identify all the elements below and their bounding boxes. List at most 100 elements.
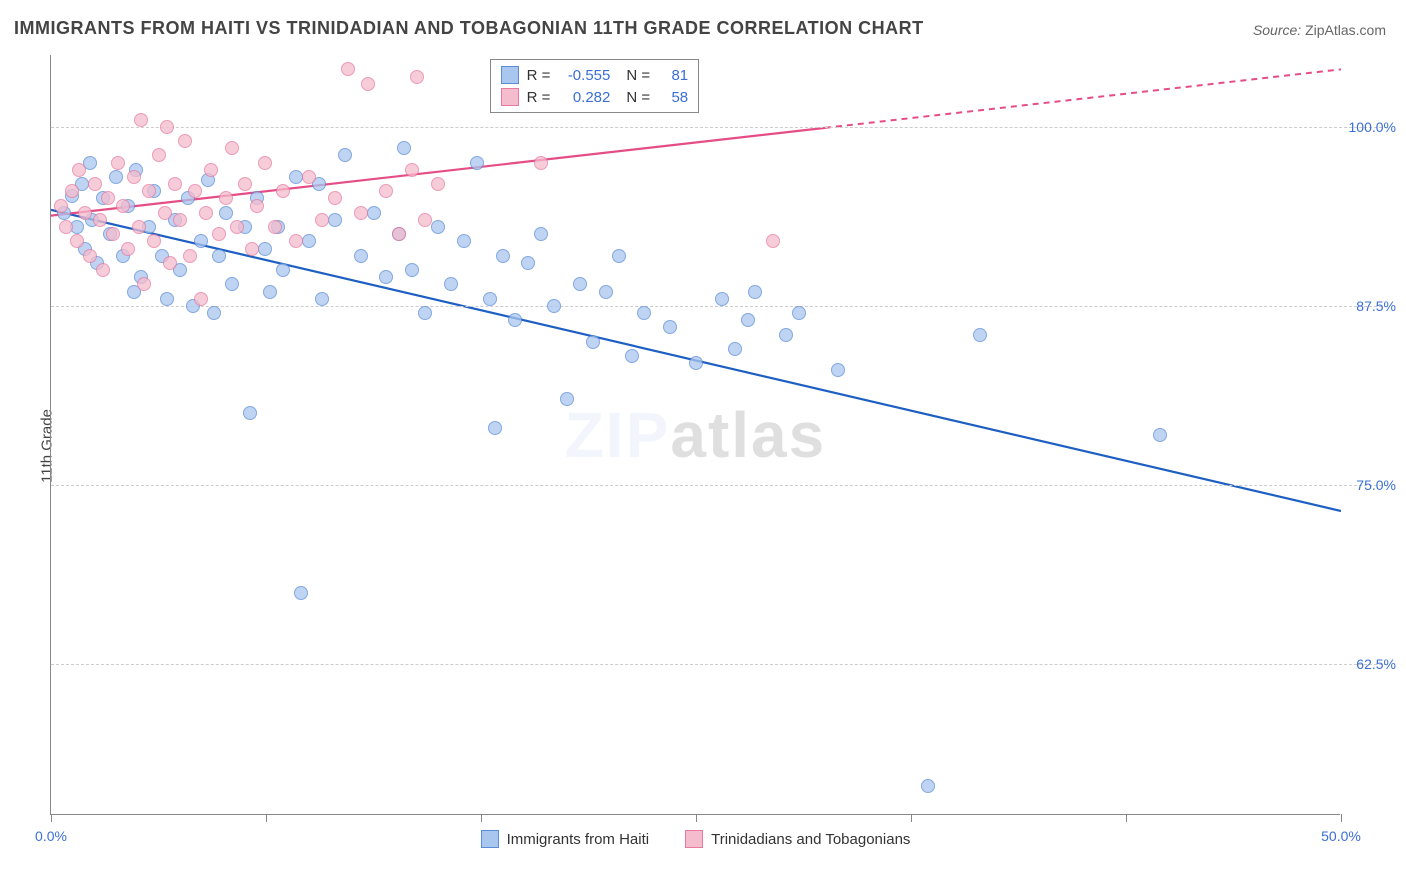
data-point [219,191,233,205]
data-point [315,292,329,306]
legend-swatch [481,830,499,848]
x-tick-label: 50.0% [1321,828,1361,844]
x-tick [481,814,482,822]
data-point [158,206,172,220]
x-tick [1341,814,1342,822]
data-point [328,213,342,227]
data-point [418,213,432,227]
chart-title: IMMIGRANTS FROM HAITI VS TRINIDADIAN AND… [14,18,924,39]
data-point [83,249,97,263]
data-point [59,220,73,234]
data-point [766,234,780,248]
x-tick [911,814,912,822]
data-point [168,177,182,191]
data-point [663,320,677,334]
legend-item: Immigrants from Haiti [481,830,650,848]
data-point [137,277,151,291]
data-point [276,184,290,198]
data-point [207,306,221,320]
data-point [573,277,587,291]
data-point [160,292,174,306]
data-point [338,148,352,162]
data-point [258,242,272,256]
data-point [508,313,522,327]
watermark-part-a: ZIP [565,399,671,471]
data-point [302,170,316,184]
data-point [134,113,148,127]
data-point [302,234,316,248]
data-point [132,220,146,234]
data-point [361,77,375,91]
legend-n-label: N = [626,89,650,106]
data-point [93,213,107,227]
data-point [238,177,252,191]
data-point [431,220,445,234]
data-point [294,586,308,600]
data-point [230,220,244,234]
scatter-plot-area: ZIPatlas R =-0.555N =81R =0.282N =58 Imm… [50,55,1340,815]
data-point [431,177,445,191]
data-point [289,170,303,184]
data-point [160,120,174,134]
data-point [354,206,368,220]
data-point [728,342,742,356]
legend-swatch [501,88,519,106]
data-point [54,199,68,213]
data-point [219,206,233,220]
data-point [534,227,548,241]
legend-label: Immigrants from Haiti [507,831,650,848]
y-tick-label: 62.5% [1344,656,1396,672]
y-tick-label: 75.0% [1344,477,1396,493]
data-point [199,206,213,220]
data-point [88,177,102,191]
data-point [379,270,393,284]
data-point [488,421,502,435]
data-point [121,242,135,256]
data-point [405,163,419,177]
legend-r-value: 0.282 [558,89,610,106]
data-point [1153,428,1167,442]
grid-line-h [51,127,1387,128]
data-point [367,206,381,220]
data-point [715,292,729,306]
data-point [921,779,935,793]
data-point [212,227,226,241]
data-point [444,277,458,291]
data-point [276,263,290,277]
watermark: ZIPatlas [565,398,826,472]
data-point [586,335,600,349]
y-tick-label: 100.0% [1344,119,1396,135]
x-tick-label: 0.0% [35,828,67,844]
data-point [315,213,329,227]
data-point [72,163,86,177]
source-attribution: Source: ZipAtlas.com [1253,22,1386,38]
grid-line-h [51,664,1387,665]
legend-item: Trinidadians and Tobagonians [685,830,910,848]
data-point [188,184,202,198]
data-point [612,249,626,263]
grid-line-h [51,485,1387,486]
data-point [328,191,342,205]
legend-n-label: N = [626,67,650,84]
x-tick [266,814,267,822]
data-point [268,220,282,234]
data-point [178,134,192,148]
data-point [599,285,613,299]
data-point [418,306,432,320]
data-point [457,234,471,248]
source-label: Source: [1253,22,1301,38]
data-point [792,306,806,320]
data-point [547,299,561,313]
data-point [96,263,110,277]
data-point [111,156,125,170]
trend-line-solid [51,128,825,216]
legend-n-value: 81 [658,67,688,84]
data-point [379,184,393,198]
legend-r-value: -0.555 [558,67,610,84]
legend-label: Trinidadians and Tobagonians [711,831,910,848]
data-point [689,356,703,370]
data-point [250,199,264,213]
data-point [152,148,166,162]
x-tick [51,814,52,822]
data-point [560,392,574,406]
